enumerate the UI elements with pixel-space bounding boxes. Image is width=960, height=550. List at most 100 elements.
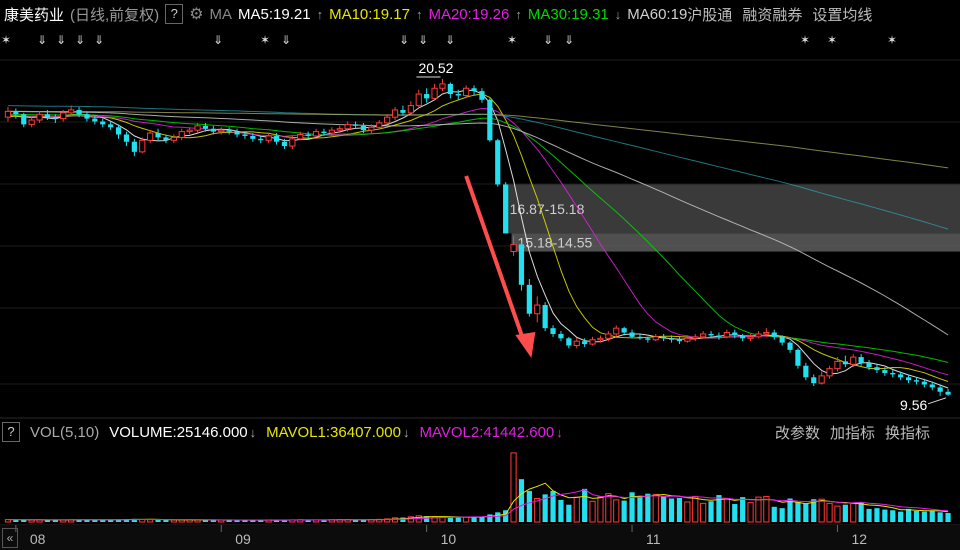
candle-body — [108, 124, 114, 128]
ma5-line — [7, 89, 949, 389]
low-pointer — [927, 397, 947, 405]
candle-body — [186, 129, 193, 133]
margin-trading-link[interactable]: 融资融券 — [742, 6, 803, 24]
candle-body — [328, 129, 335, 134]
collapse-icon[interactable]: « — [2, 528, 18, 548]
help-icon[interactable]: ? — [165, 4, 184, 24]
candle-body — [155, 133, 161, 138]
candle-body — [755, 333, 762, 338]
candle-body — [779, 336, 785, 343]
volume-bar — [321, 519, 327, 522]
candle-body — [668, 338, 675, 340]
zone-1-label: 16.87-15.18 — [510, 201, 585, 217]
volume-bar — [234, 520, 240, 522]
star-marker-icon: ✶ — [887, 33, 897, 47]
volume-bar — [52, 519, 58, 522]
candle-body — [882, 370, 888, 373]
candle-body — [289, 138, 296, 147]
candle-body — [273, 135, 280, 142]
period-label: (日线,前复权) — [70, 6, 160, 24]
volume-bar — [463, 516, 470, 523]
down-marker-icon: ⇓ — [37, 33, 47, 47]
candle-body — [242, 134, 248, 136]
x-tick-label: 09 — [235, 531, 251, 547]
candle-body — [439, 83, 446, 89]
candle-body — [194, 125, 201, 131]
candle-body — [550, 328, 556, 334]
candle-body — [368, 126, 375, 131]
vol-title: VOL(5,10) — [30, 423, 100, 441]
volume-bar — [305, 519, 311, 522]
trend-arrow — [464, 175, 526, 341]
volume-bar — [123, 519, 130, 522]
candle-body — [424, 94, 430, 99]
ma10-value: MA10:19.17 — [329, 5, 410, 23]
candle-body — [613, 327, 620, 335]
volume-bar — [21, 519, 27, 522]
volume-bar — [84, 519, 90, 522]
candle-body — [597, 337, 604, 341]
hgt-link[interactable]: 沪股通 — [687, 6, 733, 24]
candle-body — [28, 119, 35, 125]
candle-body — [44, 114, 51, 118]
price-zones: 16.87-15.18 15.18-14.55 — [503, 184, 960, 252]
candle-body — [905, 377, 912, 381]
candle-body — [384, 116, 391, 124]
candle-body — [834, 360, 841, 370]
arrow-up-icon: ↑ — [515, 6, 522, 22]
switch-indicator-button[interactable]: 换指标 — [884, 424, 930, 442]
candle-body — [637, 336, 643, 339]
volume-bar — [676, 497, 683, 522]
volume-bar — [471, 516, 477, 522]
candle-body — [732, 332, 738, 336]
volume-bar — [439, 517, 446, 523]
x-tick-label: 12 — [851, 531, 867, 547]
price-zone-1 — [503, 184, 960, 234]
candle-body — [708, 333, 714, 336]
volume-bar — [250, 520, 256, 522]
candle-body — [84, 114, 90, 119]
gear-icon[interactable]: ⚙ — [189, 6, 204, 23]
candle-body — [740, 335, 746, 339]
volume-bar — [487, 514, 493, 522]
arrow-down-icon: ↓ — [402, 424, 410, 440]
volume-bar — [732, 504, 738, 522]
down-marker-icon: ⇓ — [281, 33, 291, 47]
volume-bar — [202, 520, 209, 522]
volume-bar — [661, 496, 667, 522]
volume-bar — [755, 496, 762, 523]
candle-body — [139, 139, 146, 153]
candle-body — [890, 372, 896, 375]
volume-bar — [13, 519, 19, 522]
help-icon[interactable]: ? — [2, 422, 20, 442]
down-marker-icon: ⇓ — [418, 33, 428, 47]
volume-bar — [281, 520, 288, 522]
annotations: 20.52 9.56 — [416, 60, 947, 413]
candle-body — [68, 109, 75, 114]
volume-bar — [905, 508, 912, 522]
candle-body — [866, 362, 872, 368]
candle-body — [723, 332, 730, 338]
trend-arrow-head — [515, 332, 536, 358]
candle-body — [629, 332, 635, 337]
add-indicator-button[interactable]: 加指标 — [829, 424, 875, 442]
candle-body — [234, 131, 240, 135]
candle-body — [115, 127, 122, 135]
chart-grid — [0, 59, 960, 550]
stock-name[interactable]: 康美药业 — [4, 6, 65, 24]
star-marker-icon: ✶ — [827, 33, 837, 47]
candle-body — [265, 135, 272, 141]
candle-body — [676, 339, 683, 342]
candle-body — [100, 121, 106, 125]
candle-body — [210, 128, 216, 132]
ma30-value: MA30:19.31 — [527, 5, 609, 23]
volume-bar — [558, 499, 564, 522]
change-params-button[interactable]: 改参数 — [774, 424, 820, 442]
volume-bar — [28, 519, 35, 523]
candle-body — [542, 305, 548, 329]
volume-bar — [803, 503, 809, 522]
volume-toolbar: ? VOL(5,10) VOLUME:25146.000 ↓ MAVOL1:364… — [0, 421, 960, 443]
ma-settings-link[interactable]: 设置均线 — [812, 6, 873, 24]
candle-body — [52, 117, 58, 119]
